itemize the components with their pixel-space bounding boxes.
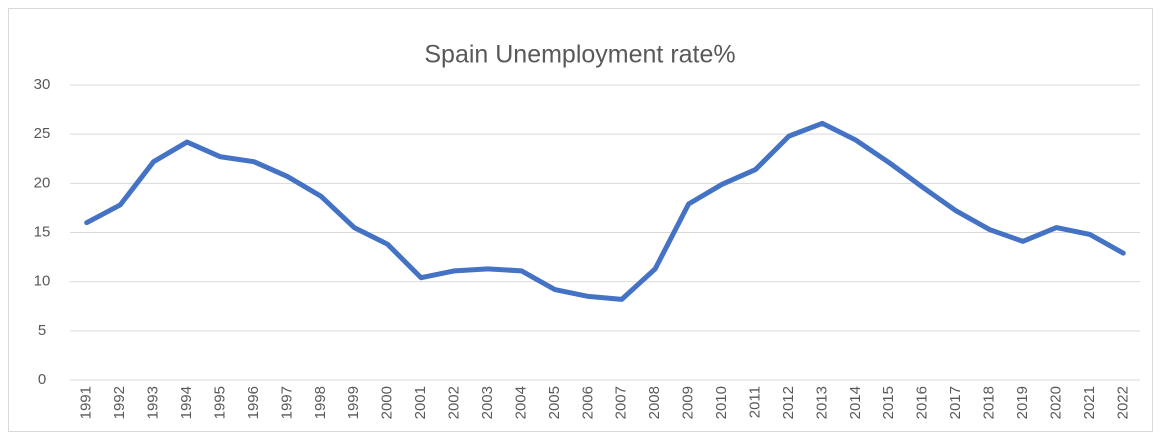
y-tick-label: 15 [34,223,51,240]
x-tick-label: 2009 [680,386,697,419]
x-tick-label: 2019 [1014,386,1031,419]
x-tick-label: 2017 [947,386,964,419]
x-tick-label: 2006 [579,386,596,419]
x-tick-label: 1995 [211,386,228,419]
x-tick-label: 2020 [1047,386,1064,419]
y-tick-label: 0 [38,371,46,388]
x-tick-label: 1992 [111,386,128,419]
x-tick-label: 1997 [278,386,295,419]
x-tick-label: 2022 [1114,386,1131,419]
x-tick-label: 2015 [880,386,897,419]
x-tick-label: 1999 [345,386,362,419]
x-tick-label: 2013 [813,386,830,419]
x-tick-label: 2002 [446,386,463,419]
x-tick-label: 2016 [914,386,931,419]
x-tick-label: 2001 [412,386,429,419]
x-tick-label: 2007 [613,386,630,419]
y-tick-label: 20 [34,174,51,191]
chart-border [8,8,1153,432]
x-tick-label: 2000 [379,386,396,419]
y-tick-label: 5 [38,322,46,339]
y-tick-label: 25 [34,125,51,142]
line-series [84,120,1126,302]
x-tick-label: 2021 [1081,386,1098,419]
chart-title: Spain Unemployment rate% [424,41,735,69]
x-tick-label: 2004 [512,386,529,419]
y-tick-label: 30 [34,76,51,93]
x-tick-label: 2005 [546,386,563,419]
x-tick-label: 1996 [245,386,262,419]
x-tick-label: 1991 [78,386,95,419]
y-tick-label: 10 [34,273,51,290]
x-tick-label: 1998 [312,386,329,419]
x-tick-label: 2008 [646,386,663,419]
x-tick-label: 2003 [479,386,496,419]
x-tick-label: 2018 [981,386,998,419]
x-tick-label: 2014 [847,386,864,419]
x-tick-label: 2012 [780,386,797,419]
x-tick-label: 1994 [178,386,195,419]
x-tick-label: 1993 [145,386,162,419]
x-tick-label: 2011 [746,386,763,418]
x-tick-label: 2010 [713,386,730,419]
